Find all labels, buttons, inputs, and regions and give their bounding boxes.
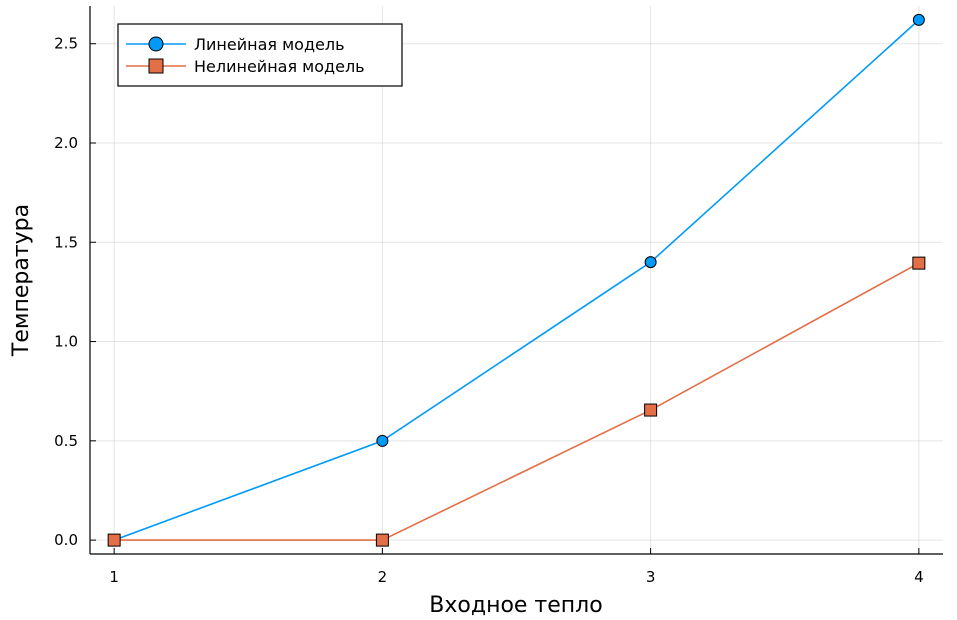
y-tick-label: 1.5 — [54, 233, 78, 251]
legend: Линейная модель Нелинейная модель — [117, 23, 403, 87]
data-point-square — [644, 403, 658, 417]
y-tick-label: 0.5 — [54, 432, 78, 450]
y-tick-label: 2.0 — [54, 134, 78, 152]
data-point-square — [375, 533, 389, 547]
data-point-square — [912, 256, 926, 270]
data-point-circle — [644, 256, 657, 269]
series-line-2 — [114, 262, 920, 541]
axes — [89, 6, 943, 555]
y-axis-title: Температура — [9, 204, 34, 357]
legend-label: Нелинейная модель — [194, 57, 365, 76]
series-line-1 — [113, 19, 920, 541]
series-group — [107, 13, 926, 547]
data-point-circle — [376, 434, 389, 447]
legend-box — [117, 23, 403, 87]
y-axis-ticks: 0.0 0.5 1.0 1.5 2.0 2.5 — [54, 35, 96, 549]
data-point-circle — [912, 13, 925, 26]
legend-marker-square — [148, 58, 164, 74]
y-tick-label: 1.0 — [54, 333, 78, 351]
x-tick-label: 2 — [378, 568, 388, 586]
x-tick-label: 1 — [109, 568, 119, 586]
y-tick-label: 2.5 — [54, 35, 78, 53]
x-axis-ticks: 1 2 3 4 — [109, 548, 924, 586]
data-point-square — [107, 533, 121, 547]
legend-label: Линейная модель — [194, 35, 345, 54]
y-tick-label: 0.0 — [54, 531, 78, 549]
legend-marker-circle — [148, 36, 164, 52]
x-tick-label: 3 — [646, 568, 656, 586]
x-axis-title: Входное тепло — [429, 593, 602, 618]
x-tick-label: 4 — [914, 568, 924, 586]
